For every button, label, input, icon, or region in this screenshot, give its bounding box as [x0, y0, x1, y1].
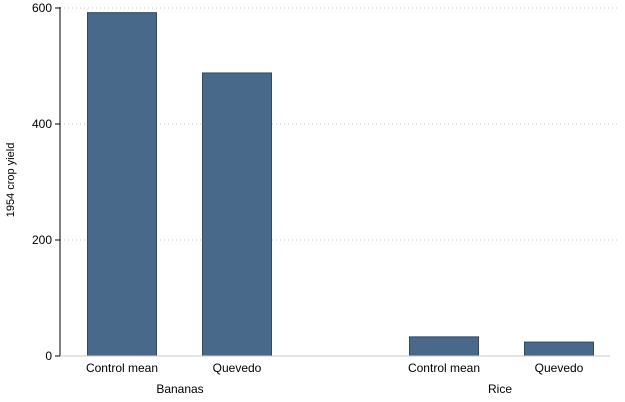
y-axis-title: 1954 crop yield [5, 143, 17, 218]
y-tick-label: 200 [32, 233, 52, 247]
category-label: Control mean [408, 361, 480, 375]
bar-rice-control-mean [409, 336, 479, 357]
category-label: Quevedo [213, 361, 262, 375]
y-tick-label: 400 [32, 117, 52, 131]
category-label: Control mean [86, 361, 158, 375]
y-tick-label: 600 [32, 1, 52, 15]
bar-rice-quevedo [524, 341, 594, 357]
bar-bananas-quevedo [202, 72, 272, 357]
group-label-rice: Rice [488, 382, 512, 396]
category-label: Quevedo [535, 361, 584, 375]
group-label-bananas: Bananas [156, 382, 203, 396]
y-tick-label: 0 [45, 349, 52, 363]
bar-bananas-control-mean [87, 12, 157, 357]
